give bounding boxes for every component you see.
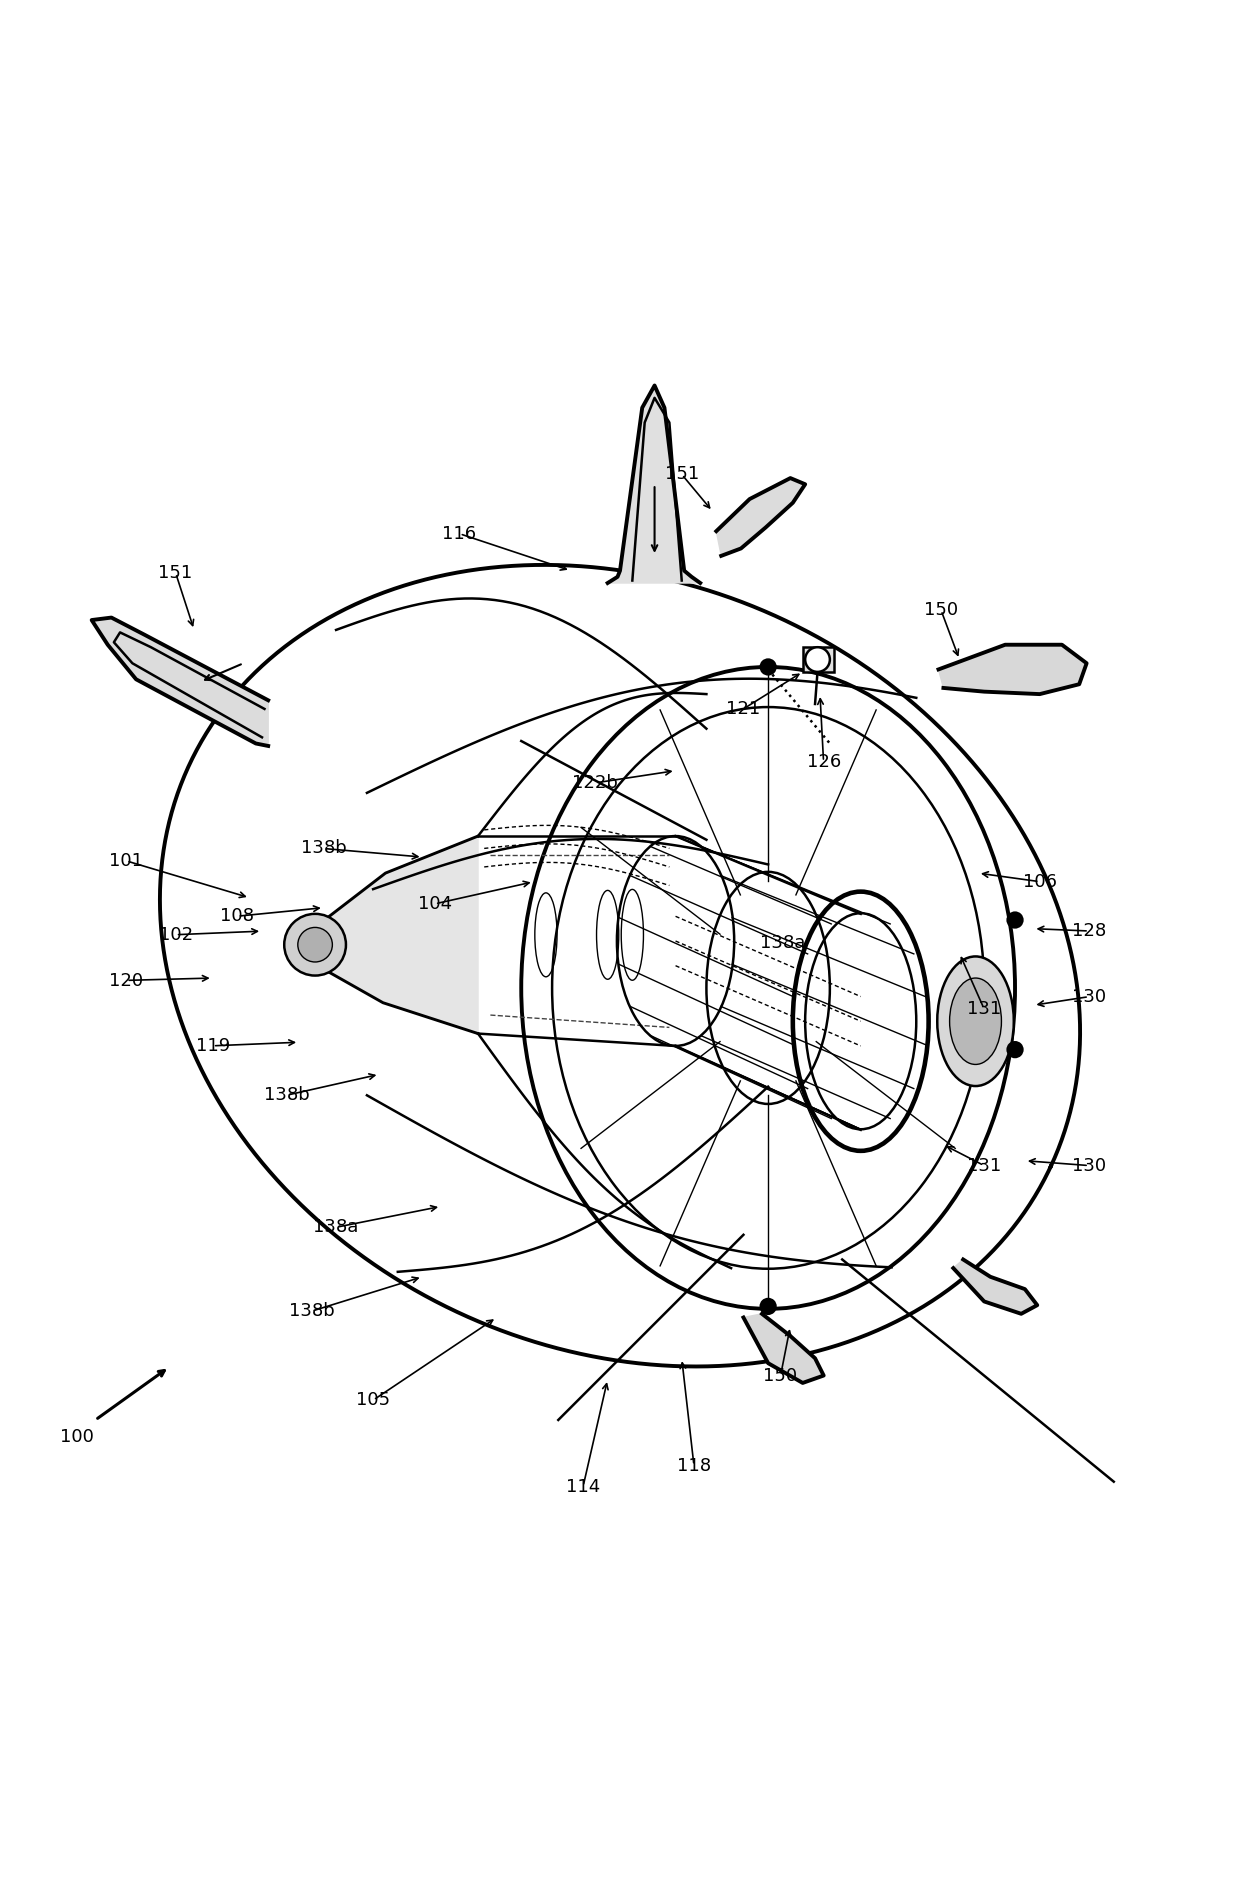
Text: 101: 101 xyxy=(109,853,144,869)
Text: 118: 118 xyxy=(677,1457,711,1475)
Ellipse shape xyxy=(950,979,1002,1065)
Circle shape xyxy=(1007,911,1024,928)
Polygon shape xyxy=(296,836,479,1033)
Text: 151: 151 xyxy=(665,465,699,484)
Text: 151: 151 xyxy=(159,565,192,582)
Text: 130: 130 xyxy=(1073,988,1106,1005)
Text: 119: 119 xyxy=(196,1037,229,1056)
Polygon shape xyxy=(802,647,833,672)
Text: 150: 150 xyxy=(924,600,959,619)
Circle shape xyxy=(805,647,830,672)
Text: 150: 150 xyxy=(764,1366,797,1385)
Polygon shape xyxy=(744,1314,823,1383)
Text: 131: 131 xyxy=(967,999,1001,1018)
Text: 106: 106 xyxy=(1023,873,1056,890)
Polygon shape xyxy=(717,478,805,555)
Text: 126: 126 xyxy=(806,753,841,772)
Text: 104: 104 xyxy=(418,896,451,913)
Text: 138b: 138b xyxy=(289,1302,335,1321)
Text: 114: 114 xyxy=(565,1477,600,1496)
Text: 100: 100 xyxy=(60,1428,94,1445)
Polygon shape xyxy=(954,1259,1037,1314)
Text: 121: 121 xyxy=(727,700,760,717)
Text: 102: 102 xyxy=(159,926,192,945)
Circle shape xyxy=(1007,1041,1024,1058)
Circle shape xyxy=(284,915,346,975)
Text: 116: 116 xyxy=(443,525,476,542)
Text: 130: 130 xyxy=(1073,1157,1106,1174)
Polygon shape xyxy=(92,617,268,745)
Ellipse shape xyxy=(937,956,1014,1086)
Text: 138b: 138b xyxy=(264,1086,310,1105)
Text: 131: 131 xyxy=(967,1157,1001,1174)
Text: 138b: 138b xyxy=(301,839,347,858)
Text: 138a: 138a xyxy=(760,935,806,952)
Text: 105: 105 xyxy=(356,1391,391,1410)
Text: 138a: 138a xyxy=(314,1218,358,1236)
Circle shape xyxy=(298,928,332,962)
Polygon shape xyxy=(608,386,701,583)
Circle shape xyxy=(759,659,776,676)
Text: 122b: 122b xyxy=(573,774,619,792)
Circle shape xyxy=(759,1299,776,1316)
Text: 120: 120 xyxy=(109,971,144,990)
Text: 128: 128 xyxy=(1071,922,1106,941)
Text: 108: 108 xyxy=(221,907,254,926)
Polygon shape xyxy=(939,646,1086,694)
